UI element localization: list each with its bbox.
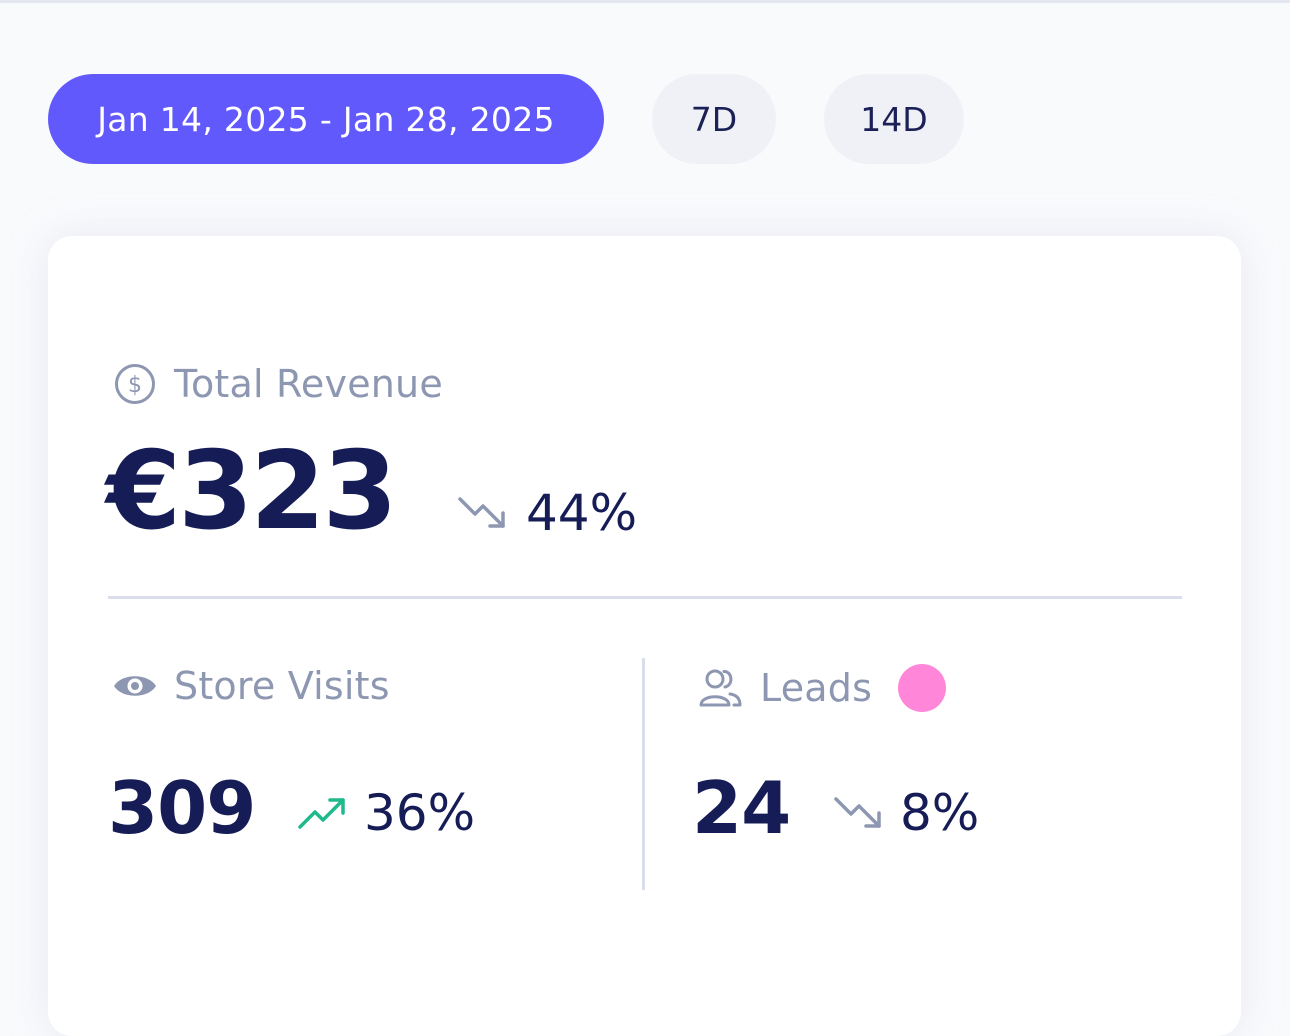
revenue-change-value: 44%	[526, 484, 638, 542]
leads-label: Leads	[760, 666, 873, 710]
14-day-button[interactable]: 14D	[824, 74, 964, 164]
7-day-button[interactable]: 7D	[652, 74, 776, 164]
total-revenue-label: Total Revenue	[174, 362, 443, 406]
leads-value: 24	[692, 766, 791, 850]
horizontal-divider	[108, 596, 1182, 599]
leads-change: 8%	[834, 784, 979, 842]
total-revenue-header: $ Total Revenue	[114, 362, 443, 406]
store-visits-value: 309	[108, 766, 256, 850]
trend-up-icon	[298, 793, 348, 833]
date-range-button[interactable]: Jan 14, 2025 - Jan 28, 2025	[48, 74, 604, 164]
total-revenue-value: €323	[106, 429, 398, 554]
metrics-card: $ Total Revenue €323 44% Store Visits 30…	[48, 236, 1241, 1036]
store-visits-label: Store Visits	[174, 664, 390, 708]
revenue-change: 44%	[458, 484, 637, 542]
trend-down-icon	[834, 793, 884, 833]
trend-down-icon	[458, 493, 508, 533]
store-visits-change: 36%	[298, 784, 475, 842]
leads-change-value: 8%	[900, 784, 980, 842]
vertical-divider	[642, 658, 645, 890]
svg-text:$: $	[128, 373, 142, 398]
leads-header: Leads	[698, 664, 947, 712]
leads-indicator-dot	[898, 664, 947, 712]
store-visits-change-value: 36%	[364, 784, 476, 842]
store-visits-header: Store Visits	[112, 664, 390, 708]
dollar-circle-icon: $	[114, 363, 156, 405]
users-icon	[698, 667, 742, 709]
date-filter-bar: Jan 14, 2025 - Jan 28, 2025 7D 14D	[48, 74, 964, 164]
eye-icon	[112, 670, 158, 702]
top-border	[0, 0, 1290, 3]
